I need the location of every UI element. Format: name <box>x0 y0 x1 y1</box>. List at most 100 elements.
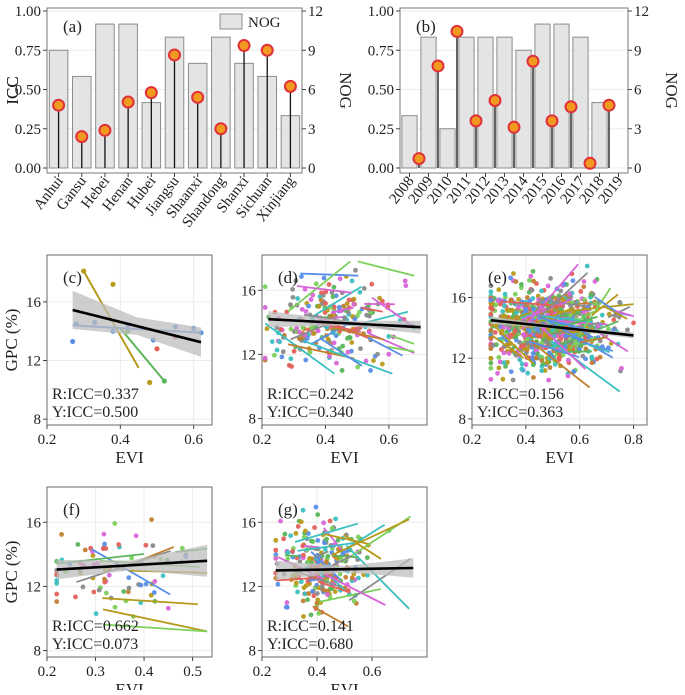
icc-marker <box>53 100 64 111</box>
data-point <box>566 374 571 379</box>
y-axis-title: ICC <box>3 76 22 104</box>
x-axis-title: EVI <box>115 448 144 467</box>
data-point <box>502 351 507 356</box>
x-axis-title: EVI <box>330 448 359 467</box>
data-point <box>548 276 553 281</box>
data-point <box>112 521 117 526</box>
y2-tick-label: 6 <box>308 83 316 99</box>
y2-tick-label: 0 <box>308 161 316 177</box>
y-tick-label: 0.00 <box>15 161 41 177</box>
data-point <box>531 375 536 380</box>
panel-label: (b) <box>416 17 436 36</box>
data-point <box>302 585 307 590</box>
data-point <box>319 298 324 303</box>
data-point <box>516 305 521 310</box>
group-fit-line <box>300 274 358 276</box>
data-point <box>332 285 337 290</box>
data-point <box>546 378 551 383</box>
data-point <box>284 605 289 610</box>
data-point <box>340 368 345 373</box>
data-point <box>279 354 284 359</box>
data-point <box>97 588 102 593</box>
y-tick-label: 16 <box>241 283 257 299</box>
data-point <box>513 292 518 297</box>
data-point <box>349 340 354 345</box>
data-point <box>528 274 533 279</box>
data-point <box>488 366 493 371</box>
y-tick-label: 1.00 <box>15 4 41 20</box>
x-tick-label: 0.8 <box>624 432 643 448</box>
data-point <box>290 549 295 554</box>
data-point <box>500 377 505 382</box>
data-point <box>583 346 588 351</box>
plot-area <box>70 269 204 386</box>
data-point <box>110 282 115 287</box>
data-point <box>309 297 314 302</box>
data-point <box>101 546 106 551</box>
data-point <box>324 537 329 542</box>
data-point <box>306 591 311 596</box>
nog-bar <box>440 129 455 168</box>
data-point <box>546 284 551 289</box>
x-tick-label: 0.4 <box>308 664 327 680</box>
data-point <box>534 355 539 360</box>
x-tick-label: 0.2 <box>253 664 272 680</box>
data-point <box>273 556 278 561</box>
data-point <box>324 559 329 564</box>
icc-marker <box>169 49 180 60</box>
data-point <box>600 313 605 318</box>
data-point <box>54 581 59 586</box>
data-point <box>54 599 59 604</box>
annotation-y-icc: Y:ICC=0.073 <box>52 636 138 653</box>
data-point <box>272 353 277 358</box>
data-point <box>368 368 373 373</box>
data-point <box>502 360 507 365</box>
annotation-y-icc: Y:ICC=0.340 <box>267 404 353 421</box>
data-point <box>166 606 171 611</box>
data-point <box>488 328 493 333</box>
data-point <box>488 377 493 382</box>
data-point <box>557 355 562 360</box>
data-point <box>519 282 524 287</box>
annotation-r-icc: R:ICC=0.141 <box>267 618 354 635</box>
data-point <box>531 307 536 312</box>
data-point <box>285 600 290 605</box>
data-point <box>593 279 598 284</box>
data-point <box>149 517 154 522</box>
data-point <box>314 505 319 510</box>
data-point <box>296 524 301 529</box>
y2-tick-label: 12 <box>308 4 323 20</box>
data-point <box>617 300 622 305</box>
x-tick-label: 0.5 <box>183 664 202 680</box>
data-point <box>488 298 493 303</box>
data-point <box>496 298 501 303</box>
data-point <box>527 278 532 283</box>
data-point <box>566 358 571 363</box>
data-point <box>107 573 112 578</box>
data-point <box>301 553 306 558</box>
data-point <box>275 348 280 353</box>
data-point <box>317 304 322 309</box>
data-point <box>278 519 283 524</box>
icc-marker <box>99 125 110 136</box>
chart-a: 0.000.250.500.751.00036912AnhuiGansuHebe… <box>3 4 355 231</box>
data-point <box>94 611 99 616</box>
icc-marker <box>528 56 539 67</box>
data-point <box>127 586 132 591</box>
data-point <box>270 339 275 344</box>
x-tick-label: 0.2 <box>38 664 57 680</box>
data-point <box>625 327 630 332</box>
group-fit-line <box>285 555 300 556</box>
nog-bar <box>554 24 569 168</box>
data-point <box>362 286 367 291</box>
data-point <box>325 554 330 559</box>
data-point <box>121 589 126 594</box>
data-point <box>496 366 501 371</box>
data-point <box>309 539 314 544</box>
data-point <box>491 343 496 348</box>
data-point <box>588 292 593 297</box>
panel-label: (d) <box>278 268 298 287</box>
annotation-y-icc: Y:ICC=0.680 <box>267 636 353 653</box>
x-tick-label: 0.2 <box>463 432 482 448</box>
